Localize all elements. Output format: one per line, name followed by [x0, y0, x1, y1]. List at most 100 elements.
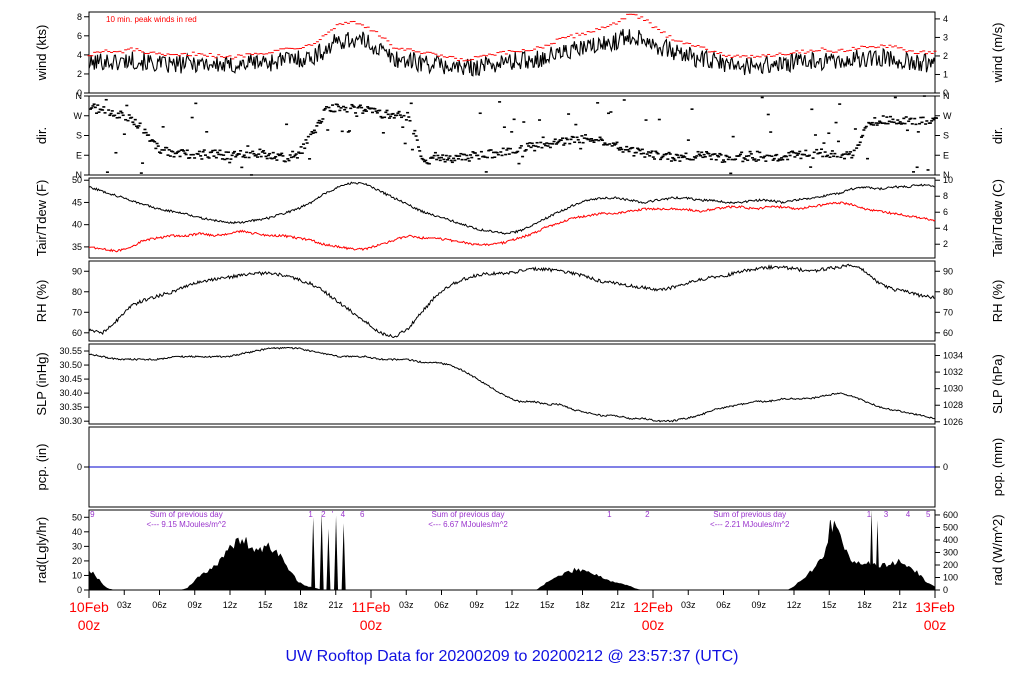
dir-point [761, 156, 765, 159]
dir-point [202, 149, 206, 151]
dir-point [565, 138, 569, 141]
dir-point [531, 144, 535, 147]
dir-ytick-right: S [943, 131, 949, 141]
dir-point [280, 152, 284, 155]
dir-point [142, 132, 146, 134]
dir-point [166, 154, 170, 156]
dir-point [729, 172, 733, 175]
dir-point [400, 116, 404, 119]
dir-point [137, 125, 141, 127]
dir-point [168, 155, 172, 157]
dir-point [707, 152, 711, 155]
dir-point [233, 150, 237, 153]
dir-point [103, 112, 107, 114]
dir-point [845, 151, 849, 153]
dir-point [505, 149, 509, 151]
dir-point [574, 123, 578, 126]
dir-point [770, 155, 774, 158]
temp-ytick-right: 4 [943, 223, 948, 233]
dir-point [196, 153, 200, 155]
dir-point [459, 152, 463, 155]
dir-point [924, 123, 928, 125]
dir-point [127, 114, 131, 116]
dir-point [436, 154, 440, 157]
dir-point [530, 142, 534, 145]
dir-ytick-left: W [74, 111, 83, 121]
dir-point [496, 153, 500, 156]
slp-ytick-right: 1028 [943, 400, 963, 410]
dir-point [237, 153, 241, 155]
dir-point [386, 113, 390, 116]
dir-point [717, 155, 721, 158]
dir-point [703, 155, 707, 158]
dir-point [562, 144, 566, 146]
dir-point [656, 152, 660, 155]
dir-point [303, 147, 307, 150]
dir-point [742, 157, 746, 159]
dir-point [857, 144, 861, 146]
temp-series-1 [88, 201, 936, 253]
dir-point [668, 153, 672, 155]
dir-point [840, 154, 844, 156]
rad-ylabel-right: rad (W/m^2) [990, 514, 1005, 585]
dir-point [872, 124, 876, 126]
dir-point [263, 152, 267, 155]
dir-point [869, 123, 873, 126]
dir-point [392, 117, 396, 119]
dir-point [443, 160, 447, 163]
dir-point [769, 131, 773, 133]
dir-point [651, 156, 655, 158]
rad-hour-marker: 9 [90, 510, 95, 519]
wind-series-0 [88, 28, 936, 77]
dir-point [93, 106, 97, 109]
dir-point [258, 148, 262, 151]
wind-ytick-left: 6 [77, 31, 82, 41]
dir-point [234, 155, 238, 158]
dir-point [705, 151, 709, 153]
dir-point [338, 109, 342, 112]
x-tick-label: 21z [610, 600, 625, 610]
dir-point [205, 131, 209, 133]
wind-ytick-left: 4 [77, 50, 82, 60]
dir-point [772, 157, 776, 160]
x-tick-label: 18z [857, 600, 872, 610]
dir-point [511, 151, 515, 154]
dir-point [154, 147, 158, 150]
dir-point [223, 158, 227, 161]
dir-point [257, 153, 261, 155]
dir-point [500, 154, 504, 157]
x-day-time: 00z [642, 617, 665, 633]
dir-point [545, 142, 549, 144]
dir-point [524, 148, 528, 151]
dir-point [502, 126, 506, 128]
slp-ytick-right: 1032 [943, 367, 963, 377]
dir-point [901, 122, 905, 125]
dir-point [701, 156, 705, 159]
dir-point [621, 151, 625, 153]
panel-wind: wind (kts) wind (m/s) 0 2 4 6 8 0 1 2 3 4 10 min. pe… [34, 11, 1005, 98]
dir-point [483, 156, 487, 158]
dir-point [541, 136, 545, 139]
dir-point [90, 107, 94, 109]
dir-point [838, 103, 842, 105]
dir-point [185, 149, 189, 152]
dir-point [105, 171, 109, 173]
dir-point [157, 151, 161, 154]
dir-point [780, 157, 784, 159]
dir-point [627, 150, 631, 153]
dir-point [512, 118, 516, 121]
rad-spike [326, 528, 331, 590]
dir-point [246, 145, 250, 147]
rh-ytick-right: 60 [943, 328, 953, 338]
temp-ylabel-right: Tair/Tdew (C) [990, 179, 1005, 257]
dir-point [396, 112, 400, 114]
dir-point [115, 117, 119, 119]
dir-point [764, 160, 768, 162]
dir-point [892, 121, 896, 124]
wind-annotation: 10 min. peak winds in red [106, 15, 197, 24]
dir-point [326, 129, 330, 131]
dir-point [452, 157, 456, 160]
dir-point [369, 107, 373, 110]
dir-point [581, 141, 585, 144]
rh-ytick-left: 60 [72, 328, 82, 338]
